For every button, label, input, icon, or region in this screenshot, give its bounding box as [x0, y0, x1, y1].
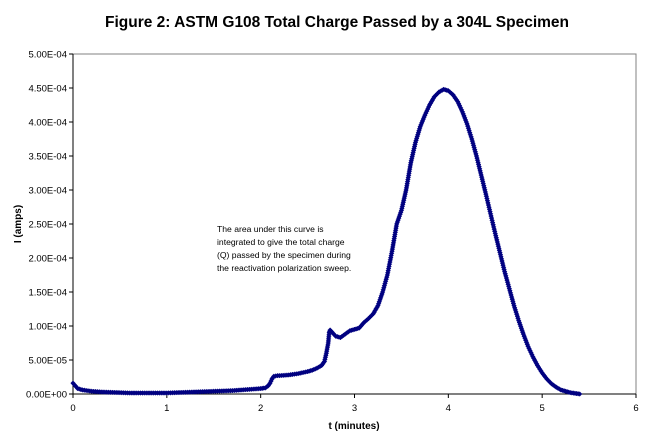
x-axis-title: t (minutes)	[328, 421, 379, 432]
y-tick-label: 5.00E-05	[28, 356, 67, 367]
x-tick-label: 5	[540, 403, 545, 414]
y-tick-label: 3.50E-04	[28, 152, 67, 163]
annotation-line: The area under this curve is	[217, 224, 324, 234]
annotation-line: (Q) passed by the specimen during	[217, 250, 351, 260]
x-tick-label: 6	[633, 403, 638, 414]
y-tick-label: 0.00E+00	[26, 390, 67, 401]
y-tick-label: 2.00E-04	[28, 254, 67, 265]
data-series	[70, 86, 583, 397]
chart-title: Figure 2: ASTM G108 Total Charge Passed …	[105, 14, 569, 31]
y-tick-label: 2.50E-04	[28, 220, 67, 231]
y-axis-title: I (amps)	[13, 205, 24, 243]
y-axis-ticks: 0.00E+00 5.00E-05 1.00E-04 1.50E-04 2.00E-04…	[26, 50, 73, 401]
y-tick-label: 1.00E-04	[28, 322, 67, 333]
annotation-line: integrated to give the total charge	[217, 237, 345, 247]
annotation-line: the reactivation polarization sweep.	[217, 263, 351, 273]
plot-area: 0.00E+00 5.00E-05 1.00E-04 1.50E-04 2.00E-04…	[26, 50, 639, 415]
y-tick-label: 3.00E-04	[28, 186, 67, 197]
y-tick-label: 4.50E-04	[28, 84, 67, 95]
x-axis-ticks: 0 1 2 3 4 5 6	[70, 394, 639, 414]
y-tick-label: 1.50E-04	[28, 288, 67, 299]
y-tick-label: 5.00E-04	[28, 50, 67, 61]
x-tick-label: 0	[70, 403, 75, 414]
annotation: The area under this curve is integrated …	[217, 224, 351, 273]
data-point	[577, 391, 583, 397]
x-tick-label: 1	[164, 403, 169, 414]
y-tick-label: 4.00E-04	[28, 118, 67, 129]
x-tick-label: 4	[446, 403, 451, 414]
x-tick-label: 3	[352, 403, 357, 414]
x-tick-label: 2	[258, 403, 263, 414]
